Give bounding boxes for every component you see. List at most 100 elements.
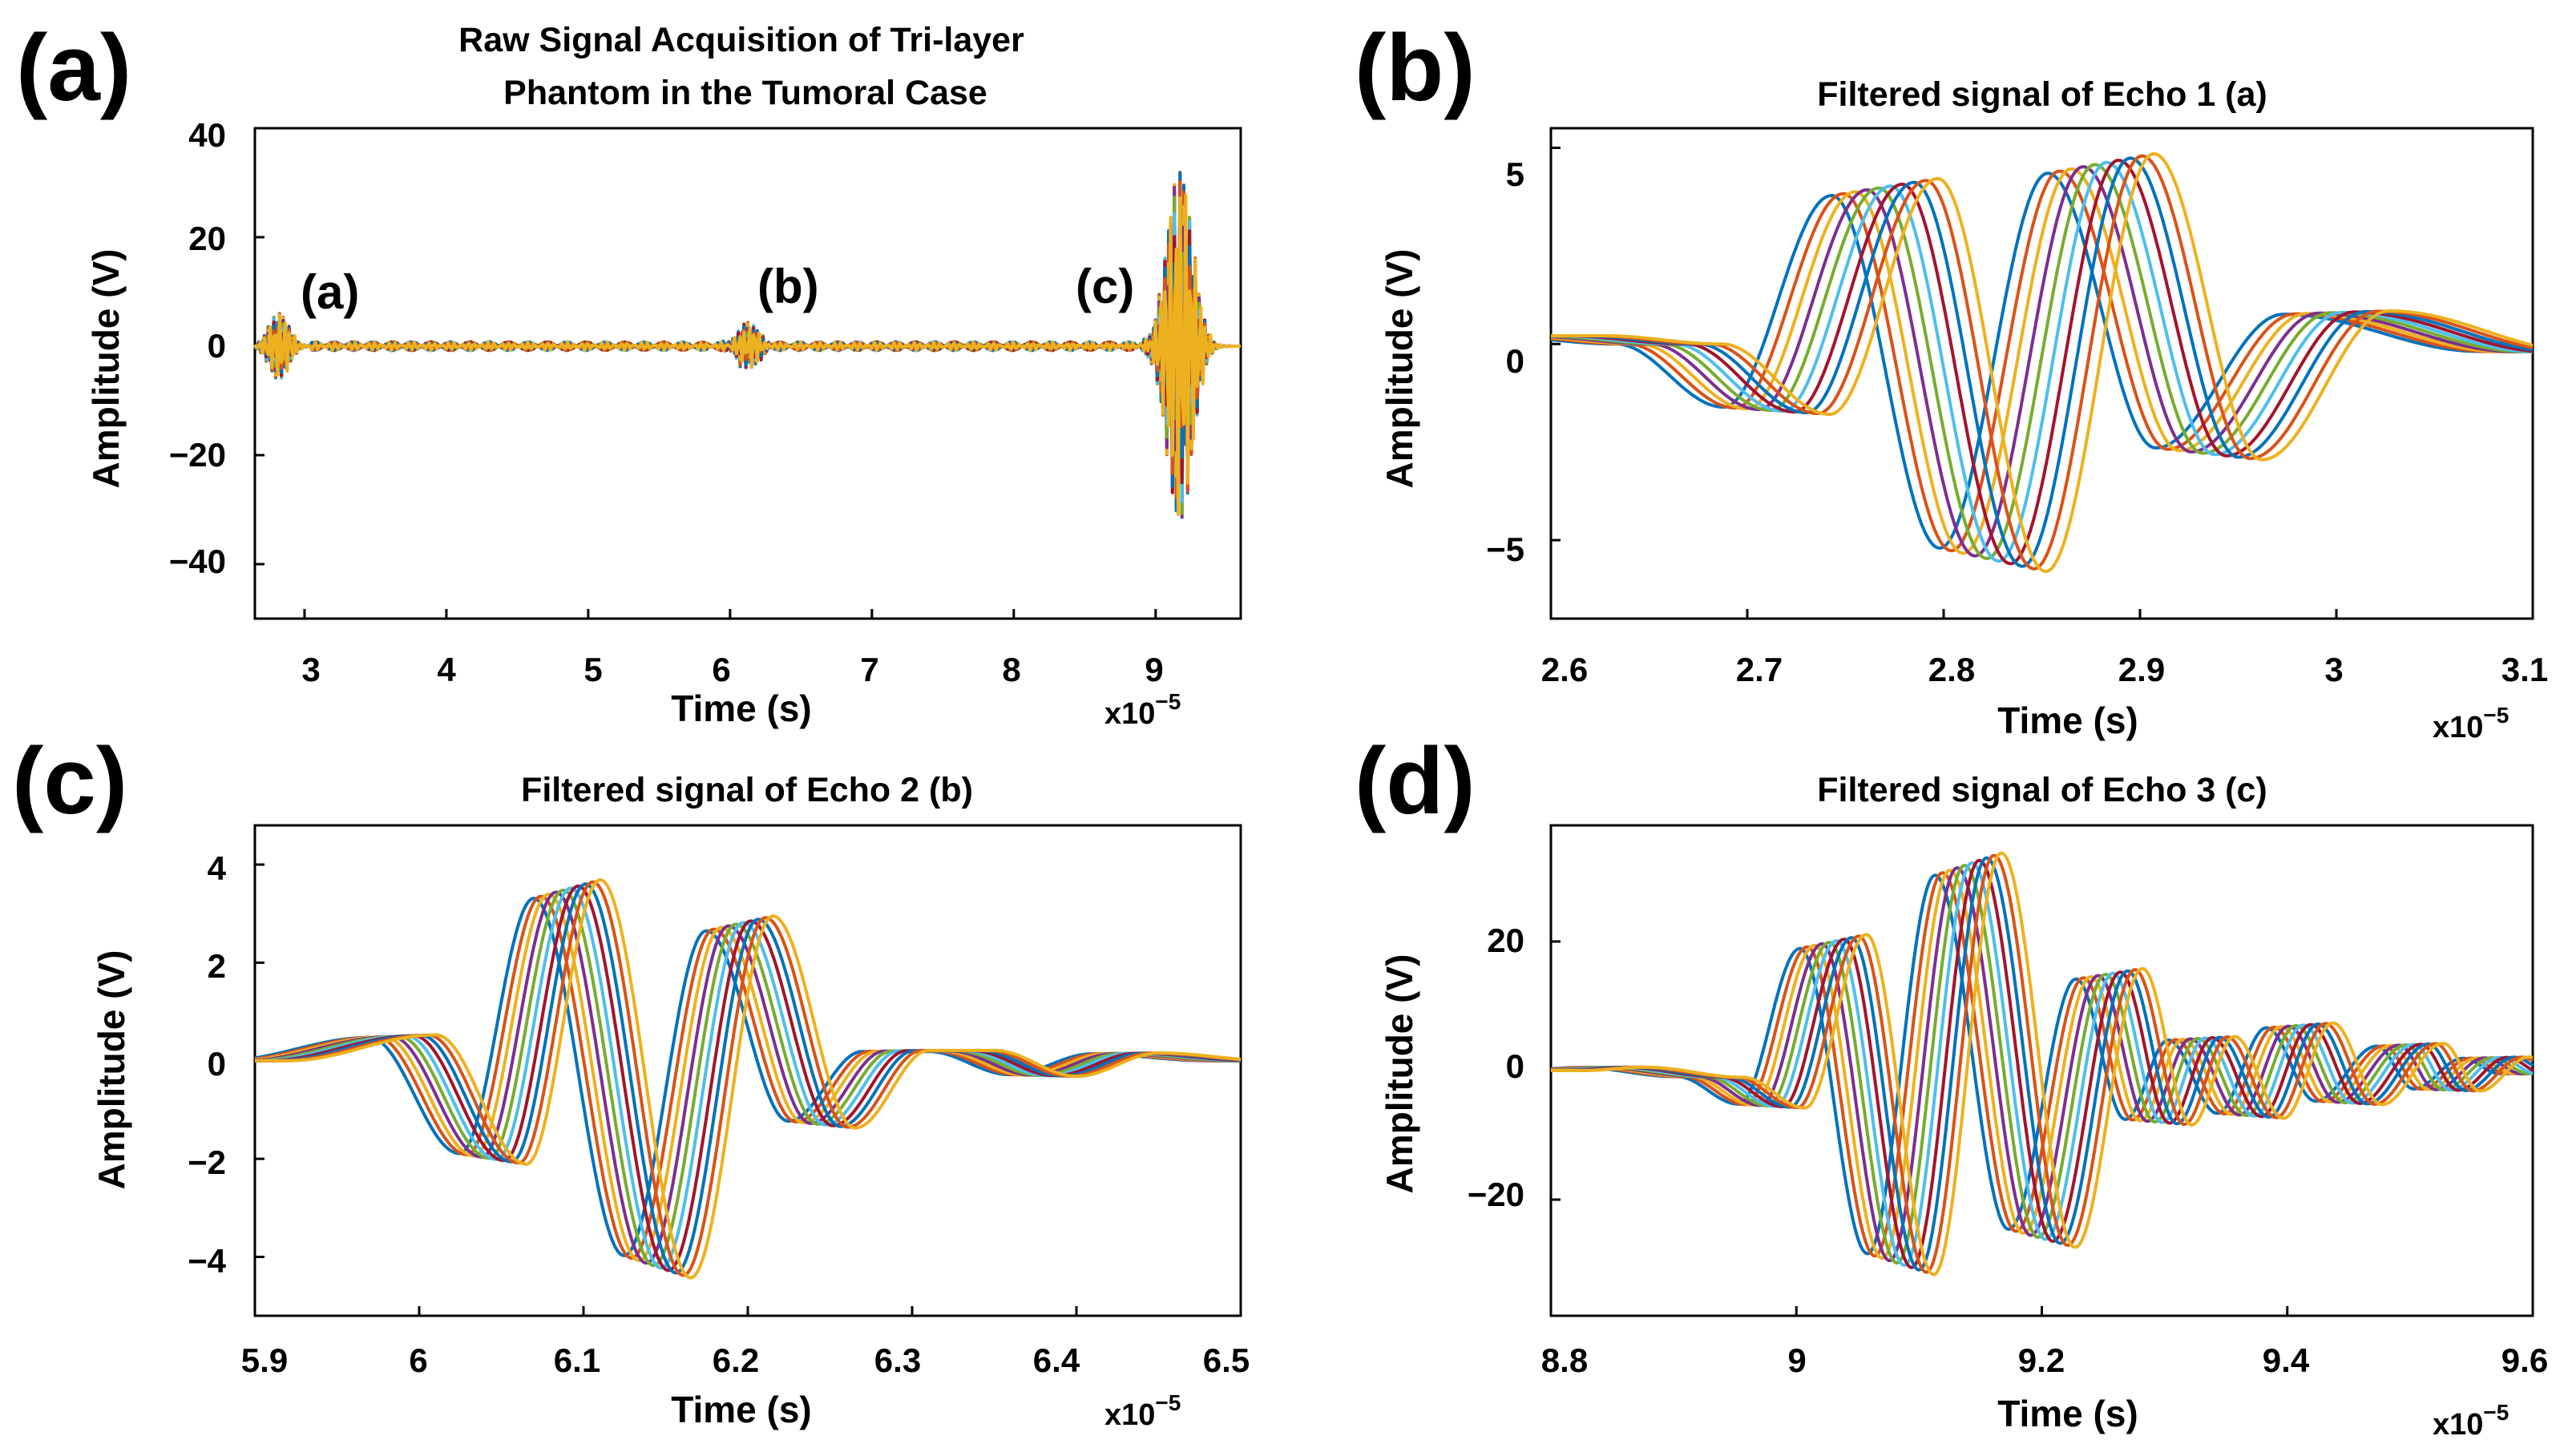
panel-a: (a) Raw Signal Acquisition of Tri-layer …	[16, 15, 1242, 731]
panel-c-ylabel: Amplitude (V)	[91, 950, 132, 1190]
panel-c: (c) Filtered signal of Echo 2 (b) 5.9 6 …	[12, 728, 1250, 1432]
panel-a-xtick: 7	[860, 651, 878, 688]
panel-a-series-group	[253, 127, 1241, 619]
panel-b-series-line	[1551, 151, 2534, 574]
panel-b-xlabel: Time (s)	[1997, 700, 2138, 741]
panel-a-label: (a)	[16, 15, 131, 121]
panel-c-xtick: 6.4	[1033, 1341, 1080, 1379]
panel-c-xlabel: Time (s)	[671, 1389, 812, 1430]
panel-d-series-line	[1551, 851, 2534, 1277]
panel-a-xticks: 3 4 5 6 7 8 9	[301, 651, 1163, 688]
panel-b-series-line	[1550, 171, 2533, 550]
panel-a-xtick: 4	[437, 651, 456, 688]
panel-d-xlabel: Time (s)	[1997, 1393, 2138, 1434]
panel-c-series-line	[255, 888, 1241, 1268]
panel-c-series-line	[254, 897, 1241, 1257]
panel-a-annotation-c: (c)	[1076, 260, 1134, 313]
panel-d-xtick: 9.6	[2501, 1341, 2548, 1379]
panel-d-yticks: 20 0 −20	[1468, 922, 1524, 1213]
panel-b-series-line	[1550, 167, 2533, 555]
panel-d-xtick: 9.2	[2018, 1341, 2065, 1379]
panel-c-label: (c)	[12, 728, 127, 834]
panel-d-xtick: 9	[1787, 1341, 1806, 1379]
panel-a-yticks: 40 20 0 −20 −40	[169, 116, 226, 580]
panel-b-xtick: 3	[2324, 651, 2343, 688]
panel-c-series-line	[255, 886, 1241, 1270]
panel-c-xtick: 6.2	[713, 1341, 759, 1379]
panel-d-label: (d)	[1355, 728, 1476, 834]
panel-d-series-line	[1551, 853, 2534, 1274]
panel-c-xtick: 5.9	[241, 1341, 288, 1379]
panel-d-ytick: 0	[1506, 1047, 1524, 1085]
panel-a-xlabel: Time (s)	[671, 688, 812, 729]
panel-d-series-line	[1550, 869, 2533, 1260]
panel-b: (b) Filtered signal of Echo 1 (a) 2.6 2.…	[1355, 15, 2548, 744]
panel-b-ytick: 0	[1506, 342, 1524, 380]
panel-c-xtick: 6.3	[874, 1341, 921, 1379]
panel-d-xtick: 9.4	[2263, 1341, 2310, 1379]
panel-a-ytick: −40	[169, 542, 226, 580]
panel-a-ytick: 40	[188, 116, 226, 154]
panel-b-xtick: 3.1	[2501, 651, 2548, 688]
panel-c-series-line	[255, 882, 1242, 1275]
panel-d-xticks: 8.8 9 9.2 9.4 9.6	[1541, 1341, 2548, 1379]
panel-b-ylabel: Amplitude (V)	[1379, 249, 1420, 489]
panel-a-xtick: 6	[712, 651, 730, 688]
panel-c-series-group	[253, 863, 1242, 1316]
panel-c-xtick: 6	[409, 1341, 427, 1379]
panel-d-series-line	[1550, 871, 2533, 1258]
panel-a-xtick: 8	[1002, 651, 1020, 688]
panel-c-yticks: 4 2 0 −2 −4	[188, 849, 227, 1280]
panel-d-series-line	[1550, 866, 2533, 1263]
panel-b-xtick: 2.9	[2118, 651, 2165, 688]
panel-d-series-line	[1550, 873, 2533, 1256]
panel-b-xticks: 2.6 2.7 2.8 2.9 3 3.1	[1541, 651, 2548, 688]
panel-a-ytick: 20	[188, 220, 226, 257]
panel-c-series-line	[255, 884, 1241, 1272]
panel-c-x-multiplier: x10−5	[1104, 1390, 1181, 1432]
panel-d-series-line	[1551, 858, 2534, 1269]
panel-d-ytick: −20	[1468, 1176, 1524, 1213]
panel-c-series-line	[255, 878, 1242, 1280]
panel-c-ytick: 0	[208, 1045, 226, 1083]
panel-a-series-line	[253, 193, 1241, 516]
panel-b-xtick: 2.6	[1541, 651, 1588, 688]
panel-d-ytick: 20	[1487, 922, 1524, 959]
panel-d-series-line	[1551, 861, 2534, 1267]
panel-a-xtick: 5	[583, 651, 602, 688]
panel-a-x-multiplier: x10−5	[1104, 689, 1181, 731]
panel-c-ytick: −4	[188, 1242, 227, 1280]
panel-b-series-line	[1550, 163, 2533, 560]
panel-b-xtick: 2.8	[1928, 651, 1975, 688]
panel-b-x-multiplier: x10−5	[2433, 703, 2509, 744]
panel-c-series-line	[254, 890, 1241, 1265]
panel-c-xtick: 6.5	[1203, 1341, 1250, 1379]
panel-c-title: Filtered signal of Echo 2 (b)	[521, 771, 973, 809]
panel-b-yticks: 5 0 −5	[1486, 155, 1524, 568]
panel-c-ytick: 4	[208, 849, 227, 887]
panel-a-annotation-a: (a)	[301, 265, 359, 319]
panel-d-series-group	[1549, 851, 2534, 1316]
panel-d-title: Filtered signal of Echo 3 (c)	[1817, 771, 2267, 809]
panel-b-ytick: −5	[1486, 530, 1524, 568]
panel-b-series-group	[1549, 146, 2534, 619]
panel-a-title-line2: Phantom in the Tumoral Case	[503, 74, 987, 112]
panel-b-axes-box	[1549, 127, 2534, 620]
panel-b-ytick: 5	[1506, 155, 1524, 193]
panel-a-ytick: 0	[208, 327, 226, 365]
panel-c-ytick: 2	[208, 947, 226, 985]
panel-a-axes-box	[253, 127, 1242, 620]
panel-c-series-line	[254, 893, 1241, 1262]
panel-c-xtick: 6.1	[554, 1341, 600, 1379]
panel-b-xtick: 2.7	[1736, 651, 1783, 688]
panel-b-series-line	[1550, 169, 2533, 553]
panel-c-series-line	[255, 880, 1242, 1277]
panel-d-ylabel: Amplitude (V)	[1379, 954, 1420, 1194]
panel-a-xtick: 3	[301, 651, 320, 688]
panel-d-xtick: 8.8	[1541, 1341, 1588, 1379]
panel-d: (d) Filtered signal of Echo 3 (c) 8.8 9 …	[1355, 728, 2548, 1442]
panel-c-xticks: 5.9 6 6.1 6.2 6.3 6.4 6.5	[241, 1341, 1250, 1379]
panel-c-ytick: −2	[188, 1143, 226, 1181]
panel-a-annotation-b: (b)	[757, 260, 819, 313]
